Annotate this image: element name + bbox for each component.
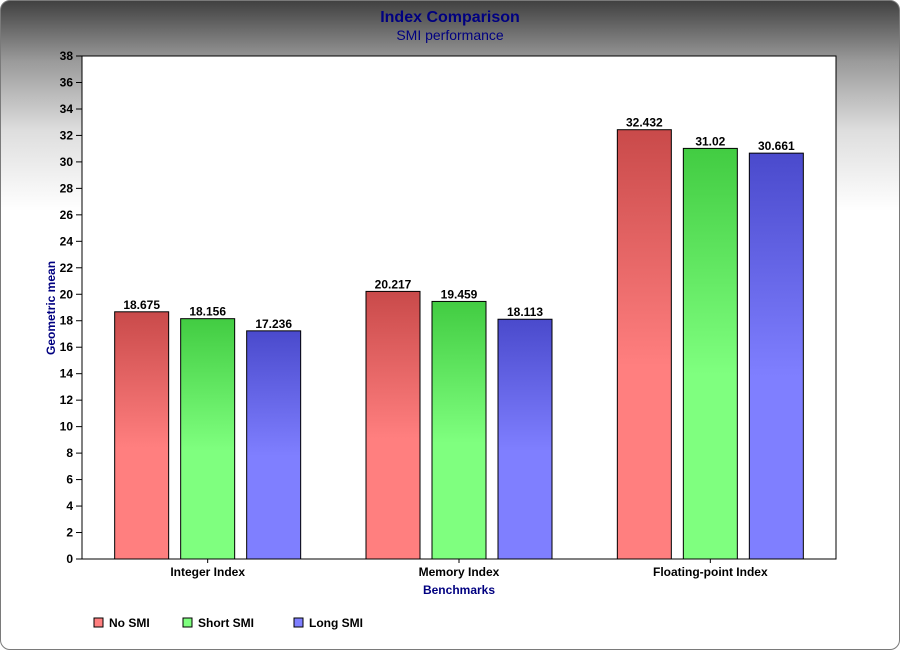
- legend: No SMI Short SMI Long SMI: [93, 616, 363, 630]
- y-tick-label: 26: [60, 208, 74, 222]
- y-tick-label: 30: [60, 155, 74, 169]
- bar-value-label: 20.217: [375, 277, 412, 291]
- chart-title: Index Comparison: [380, 9, 520, 26]
- legend-swatch: [93, 617, 104, 628]
- y-tick-label: 34: [60, 102, 74, 116]
- bar-no-smi: [365, 290, 421, 560]
- y-tick-label: 36: [60, 75, 74, 89]
- bar-value-label: 18.113: [507, 305, 543, 319]
- y-tick-label: 18: [60, 314, 74, 328]
- bar-value-label: 18.675: [123, 298, 160, 312]
- y-tick-label: 22: [60, 261, 74, 275]
- bar-value-label: 19.459: [441, 287, 478, 301]
- bar-no-smi: [114, 311, 170, 560]
- y-tick-label: 20: [60, 287, 74, 301]
- x-category-label: Memory Index: [419, 565, 500, 579]
- bar-value-label: 17.236: [255, 317, 292, 331]
- legend-label: Long SMI: [309, 616, 363, 630]
- bar-short-smi: [682, 147, 738, 560]
- y-tick-label: 28: [60, 181, 74, 195]
- x-axis: Integer Index Memory Index Floating-point …: [170, 559, 768, 579]
- y-tick-label: 32: [60, 128, 74, 142]
- bar-long-smi: [497, 318, 553, 560]
- y-tick-label: 10: [60, 420, 74, 434]
- y-tick-label: 6: [66, 473, 73, 487]
- bar-value-label: 32.432: [626, 116, 663, 130]
- chart-subtitle: SMI performance: [396, 27, 504, 43]
- legend-swatch: [182, 617, 193, 628]
- y-tick-label: 16: [60, 340, 74, 354]
- bars-group: 18.675 18.156 17.236 20.217 19.459 18.113 32.4…: [114, 116, 804, 560]
- y-tick-label: 8: [66, 446, 73, 460]
- legend-swatch: [293, 617, 304, 628]
- bar-value-label: 31.02: [695, 134, 725, 148]
- y-tick-label: 12: [60, 393, 74, 407]
- y-tick-label: 24: [60, 234, 74, 248]
- y-tick-label: 14: [60, 367, 74, 381]
- bar-long-smi: [246, 330, 302, 560]
- y-tick-label: 2: [66, 526, 73, 540]
- bar-long-smi: [748, 152, 804, 560]
- legend-label: No SMI: [109, 616, 150, 630]
- bar-value-label: 18.156: [189, 305, 226, 319]
- x-axis-title: Benchmarks: [423, 583, 495, 597]
- y-axis-title: Geometric mean: [44, 261, 58, 355]
- bar-no-smi: [616, 129, 672, 560]
- x-category-label: Floating-point Index: [653, 565, 768, 579]
- bar-value-label: 30.661: [758, 139, 795, 153]
- bar-short-smi: [431, 300, 487, 560]
- y-tick-label: 4: [66, 499, 73, 513]
- bar-short-smi: [180, 318, 236, 560]
- y-tick-label: 0: [66, 552, 73, 566]
- y-tick-label: 38: [60, 49, 74, 63]
- x-category-label: Integer Index: [170, 565, 245, 579]
- legend-label: Short SMI: [198, 616, 254, 630]
